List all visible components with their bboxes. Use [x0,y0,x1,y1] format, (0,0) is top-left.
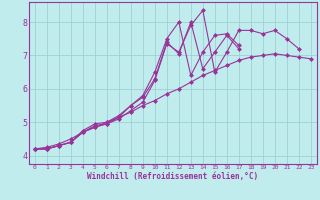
X-axis label: Windchill (Refroidissement éolien,°C): Windchill (Refroidissement éolien,°C) [87,172,258,181]
